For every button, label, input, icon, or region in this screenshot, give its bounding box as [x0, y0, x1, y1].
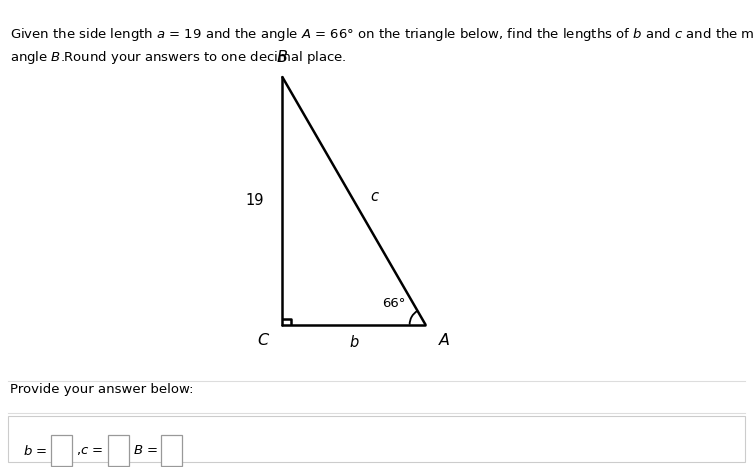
Text: b: b	[349, 335, 358, 350]
FancyBboxPatch shape	[51, 435, 72, 466]
Text: c: c	[370, 189, 379, 204]
Text: $b$ =: $b$ =	[23, 444, 47, 458]
FancyBboxPatch shape	[161, 435, 182, 466]
Text: $B$ =: $B$ =	[133, 444, 157, 457]
Text: A: A	[439, 333, 450, 348]
Text: B: B	[277, 50, 288, 65]
Text: 19: 19	[245, 193, 264, 208]
FancyBboxPatch shape	[8, 416, 745, 462]
Text: Given the side length $a$ = 19 and the angle $A$ = 66° on the triangle below, fi: Given the side length $a$ = 19 and the a…	[10, 26, 753, 42]
Text: 66°: 66°	[382, 297, 405, 310]
Text: ,$c$ =: ,$c$ =	[76, 444, 103, 457]
FancyBboxPatch shape	[108, 435, 129, 466]
Text: angle $B$.Round your answers to one decimal place.: angle $B$.Round your answers to one deci…	[10, 49, 346, 66]
Text: Provide your answer below:: Provide your answer below:	[10, 383, 194, 396]
Text: C: C	[258, 333, 269, 348]
